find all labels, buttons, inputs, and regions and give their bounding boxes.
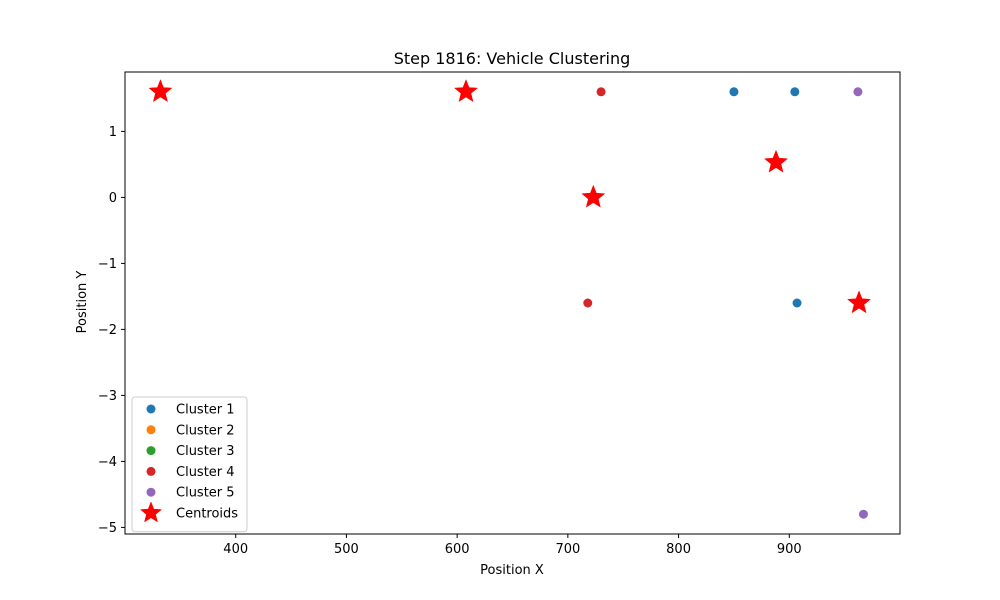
y-axis-label: Position Y: [75, 271, 90, 334]
legend-marker: [146, 425, 156, 435]
x-tick-label: 400: [223, 542, 248, 557]
legend-marker: [146, 487, 156, 497]
legend-box: [131, 396, 248, 533]
data-point: [792, 298, 802, 308]
y-tick-label: −4: [98, 455, 117, 470]
x-tick-label: 600: [445, 542, 470, 557]
legend-label: Cluster 2: [176, 423, 235, 438]
data-point: [583, 298, 593, 308]
x-tick-label: 700: [555, 542, 580, 557]
plot-area: 400 500 600 700 800 900 1 0 −1 −2 −3 −4 −5: [98, 71, 901, 557]
y-tick-label: 1: [109, 125, 117, 140]
legend-label: Centroids: [176, 507, 238, 522]
centroid-point: [846, 290, 872, 314]
centroid-point: [581, 184, 606, 208]
x-tick-label: 800: [666, 542, 691, 557]
centroid-point: [148, 79, 173, 103]
legend-label: Cluster 3: [176, 444, 235, 459]
legend-label: Cluster 1: [176, 403, 235, 418]
legend-marker: [139, 501, 163, 523]
data-point: [729, 87, 739, 97]
y-tick-label: −1: [98, 257, 117, 272]
legend: Cluster 1 Cluster 2 Cluster 3 Cluster 4 Clus…: [131, 396, 248, 533]
y-tick-label: −5: [98, 521, 117, 536]
legend-marker: [146, 466, 156, 476]
data-point: [858, 509, 868, 519]
series-cluster-5: [853, 87, 868, 519]
series-centroids: [148, 79, 872, 314]
data-point: [853, 87, 863, 97]
y-tick-label: −2: [98, 323, 117, 338]
legend-label: Cluster 5: [176, 486, 235, 501]
series-cluster-1: [729, 87, 802, 308]
axes-frame: [124, 71, 901, 535]
y-tick-label: 0: [109, 191, 117, 206]
legend-label: Cluster 4: [176, 465, 235, 480]
data-point: [790, 87, 800, 97]
y-tick-label: −3: [98, 389, 117, 404]
x-axis-label: Position X: [480, 563, 544, 578]
chart-title: Step 1816: Vehicle Clustering: [394, 49, 631, 68]
data-point: [596, 87, 606, 97]
legend-marker: [146, 446, 156, 456]
x-tick-label: 500: [334, 542, 359, 557]
centroid-point: [763, 149, 789, 173]
series-cluster-4: [583, 87, 606, 308]
centroid-point: [453, 79, 479, 103]
x-tick-label: 900: [777, 542, 802, 557]
legend-marker: [146, 404, 156, 414]
